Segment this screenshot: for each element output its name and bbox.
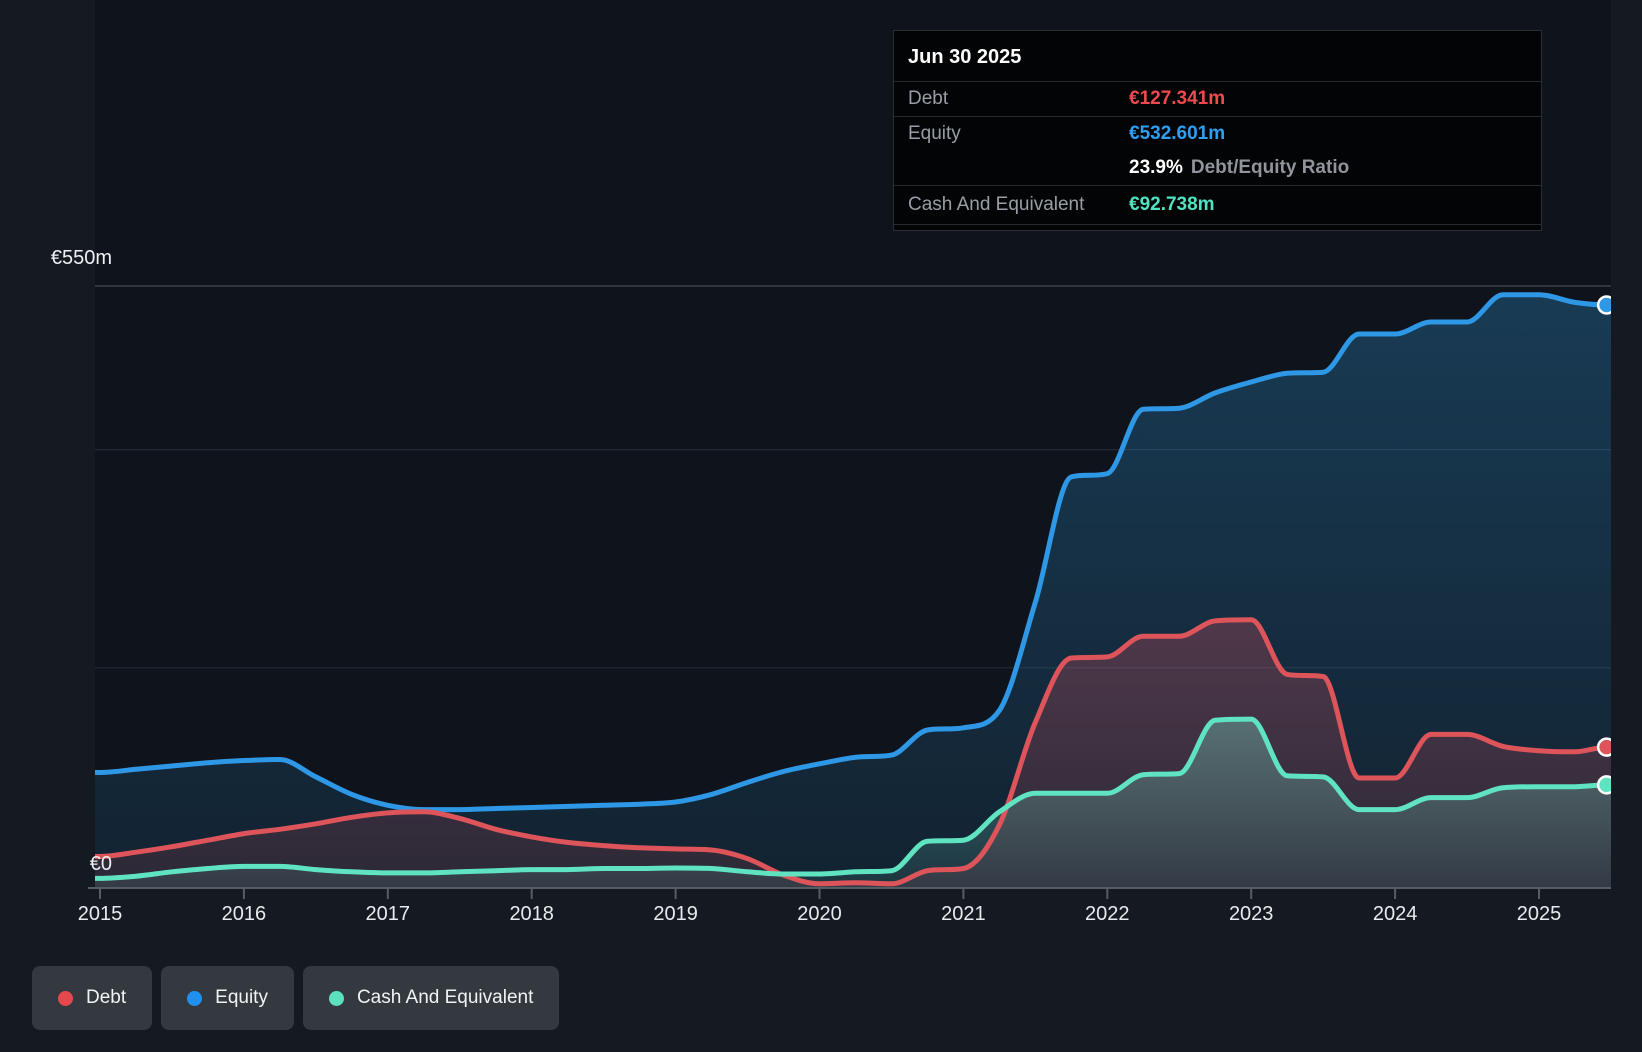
legend-dot-icon bbox=[58, 990, 73, 1006]
x-axis-year-label: 2018 bbox=[509, 903, 554, 925]
tooltip-row-ratio: 23.9% Debt/Equity Ratio bbox=[894, 151, 1541, 186]
legend: Debt Equity Cash And Equivalent bbox=[32, 966, 560, 1030]
y-axis-zero-label: €0 bbox=[89, 853, 112, 875]
tooltip-label-debt: Debt bbox=[908, 88, 949, 109]
x-axis-year-label: 2022 bbox=[1085, 903, 1130, 925]
x-axis-year-label: 2019 bbox=[653, 903, 698, 925]
tooltip-label-cash: Cash And Equivalent bbox=[908, 194, 1085, 215]
legend-item-label: Debt bbox=[86, 987, 127, 1008]
tooltip-value-debt: €127.341m bbox=[1129, 88, 1226, 109]
x-axis-year-label: 2017 bbox=[365, 903, 411, 925]
end-marker-equity bbox=[1596, 295, 1611, 315]
tooltip-ratio-value: 23.9% bbox=[1129, 157, 1183, 178]
tooltip: Jun 30 2025 Debt €127.341m Equity €532.6… bbox=[893, 30, 1542, 231]
tooltip-value-equity: €532.601m bbox=[1129, 123, 1226, 144]
x-axis-year-label: 2015 bbox=[77, 903, 123, 925]
line-debt bbox=[95, 617, 1611, 887]
legend-item-label: Cash And Equivalent bbox=[356, 987, 534, 1008]
y-axis-max-label: €550m bbox=[50, 247, 112, 269]
line-equity bbox=[95, 292, 1611, 813]
legend-item-equity[interactable]: Equity bbox=[161, 966, 294, 1030]
tooltip-date: Jun 30 2025 bbox=[894, 31, 1541, 82]
legend-dot-icon bbox=[187, 990, 203, 1006]
legend-item-label: Equity bbox=[215, 987, 268, 1008]
line-cash-and-equivalent bbox=[95, 716, 1611, 881]
x-axis-year-label: 2023 bbox=[1228, 903, 1274, 925]
tooltip-row-cash: Cash And Equivalent €92.738m bbox=[894, 186, 1541, 225]
tooltip-label-equity: Equity bbox=[908, 123, 961, 144]
tooltip-value-cash: €92.738m bbox=[1129, 194, 1215, 215]
end-marker-cash-and-equivalent bbox=[1596, 775, 1611, 795]
tooltip-ratio-label: Debt/Equity Ratio bbox=[1190, 157, 1350, 178]
area-fill-cash-and-equivalent bbox=[95, 719, 1611, 888]
x-axis-year-label: 2024 bbox=[1372, 903, 1418, 925]
x-axis-year-label: 2016 bbox=[221, 903, 267, 925]
x-axis-year-label: 2020 bbox=[797, 903, 842, 925]
x-axis-year-label: 2021 bbox=[941, 903, 986, 925]
x-axis-year-label: 2025 bbox=[1516, 903, 1562, 925]
tooltip-row-debt: Debt €127.341m bbox=[894, 82, 1541, 117]
end-marker-debt bbox=[1596, 737, 1611, 757]
legend-dot-icon bbox=[328, 990, 344, 1006]
legend-item-cash-and-equivalent[interactable]: Cash And Equivalent bbox=[302, 966, 560, 1030]
legend-item-debt[interactable]: Debt bbox=[32, 966, 153, 1030]
tooltip-row-equity: Equity €532.601m bbox=[894, 117, 1541, 151]
